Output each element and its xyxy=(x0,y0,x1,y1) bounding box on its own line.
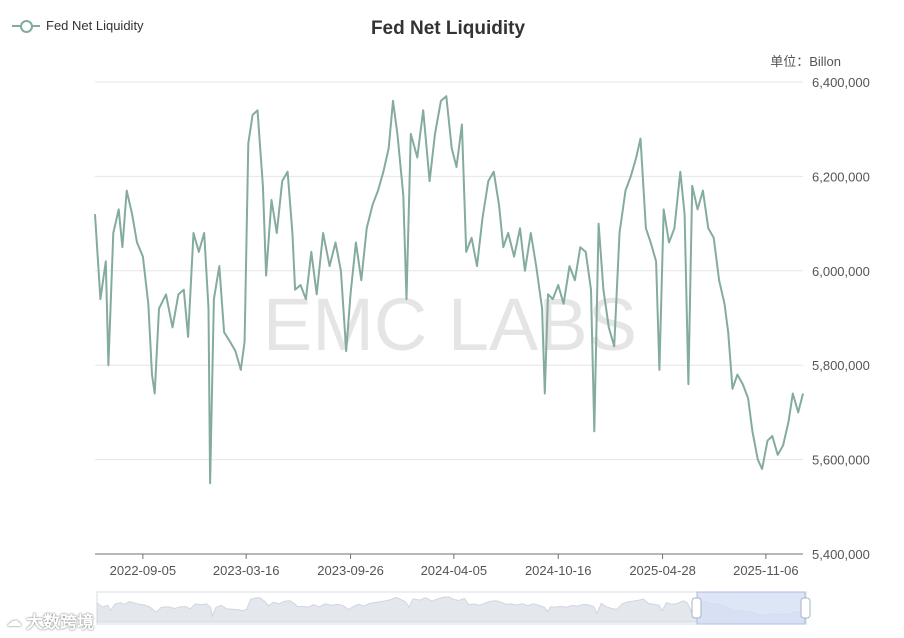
y-tick-label: 6,000,000 xyxy=(812,264,870,279)
x-tick-label: 2025-04-28 xyxy=(629,563,696,578)
cloud-icon: ☁ xyxy=(6,612,22,630)
slider-selection[interactable] xyxy=(696,591,806,625)
y-axis: 5,400,000 5,600,000 5,800,000 6,000,000 6,20… xyxy=(812,75,870,562)
y-tick-label: 5,600,000 xyxy=(812,453,870,468)
slider-left-handle[interactable] xyxy=(691,597,702,619)
series-line-fed-net-liquidity[interactable] xyxy=(94,95,804,485)
y-tick-label: 5,400,000 xyxy=(812,547,870,562)
x-tick-label: 2023-09-26 xyxy=(317,563,384,578)
x-axis: 2022-09-05 2023-03-16 2023-09-26 2024-04-05… xyxy=(95,553,803,578)
y-tick-label: 6,400,000 xyxy=(812,75,870,90)
brand-text: 大数跨境 xyxy=(26,613,94,632)
brand-watermark: ☁ 大数跨境 xyxy=(6,608,94,633)
slider-right-handle[interactable] xyxy=(800,597,811,619)
y-tick-label: 6,200,000 xyxy=(812,169,870,184)
chart-title: Fed Net Liquidity xyxy=(370,18,526,39)
datazoom-slider[interactable] xyxy=(96,591,811,625)
chart-legend[interactable]: Fed Net Liquidity xyxy=(12,18,144,33)
watermark: EMC LABS xyxy=(263,283,637,366)
x-tick-label: 2024-10-16 xyxy=(525,563,592,578)
y-tick-label: 5,800,000 xyxy=(812,358,870,373)
x-tick-label: 2023-03-16 xyxy=(213,563,280,578)
legend-line-circle-icon xyxy=(12,19,40,33)
x-tick-label: 2022-09-05 xyxy=(110,563,177,578)
unit-label: 单位：Billon xyxy=(770,54,841,69)
x-tick-label: 2025-11-06 xyxy=(733,563,799,578)
legend-label: Fed Net Liquidity xyxy=(46,18,144,33)
x-tick-label: 2024-04-05 xyxy=(421,563,488,578)
